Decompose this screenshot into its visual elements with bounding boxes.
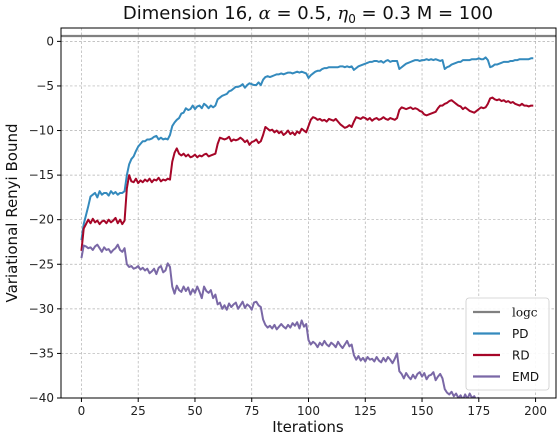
legend-box (465, 297, 550, 391)
x-tick-label: 25 (131, 404, 146, 418)
ticks: 0 25 50 75 100 125 150 175 200 0 −5 −10 −15 −20 −25 −30… (29, 34, 547, 418)
legend-label-pd: PD (512, 327, 528, 341)
legend-label-emd: EMD (512, 370, 539, 384)
y-tick-label: −5 (36, 79, 54, 93)
chart-title: Dimension 16, α = 0.5, η0 = 0.3 M = 100 (123, 3, 493, 26)
y-tick-label: −35 (29, 346, 54, 360)
series-line-emd (80, 243, 480, 398)
y-tick-label: −10 (29, 124, 54, 138)
series-line-rd (80, 96, 534, 251)
x-tick-label: 0 (78, 404, 86, 418)
title-eta-subscript: 0 (348, 12, 356, 26)
y-axis-label: Variational Renyi Bound (3, 124, 21, 303)
x-tick-label: 100 (297, 404, 320, 418)
title-prefix: Dimension 16, (123, 3, 259, 24)
x-tick-label: 200 (524, 404, 547, 418)
title-rest: = 0.3 M = 100 (356, 3, 493, 24)
x-tick-label: 75 (244, 404, 259, 418)
x-tick-label: 125 (354, 404, 377, 418)
y-tick-label: −20 (29, 213, 54, 227)
legend-label-logc: logc (512, 306, 538, 320)
y-tick-label: −15 (29, 168, 54, 182)
title-eta-symbol: η (337, 3, 348, 24)
x-tick-label: 50 (187, 404, 202, 418)
grid (61, 28, 556, 399)
title-alpha-value: = 0.5, (271, 3, 338, 24)
y-tick-label: −30 (29, 302, 54, 316)
x-axis-label: Iterations (272, 418, 344, 436)
title-alpha-symbol: α (259, 3, 271, 24)
x-tick-label: 175 (467, 404, 490, 418)
y-tick-label: −40 (29, 391, 54, 405)
series-layer (80, 56, 534, 398)
legend: logc PD RD EMD (465, 297, 550, 391)
x-tick-label: 150 (411, 404, 434, 418)
legend-label-rd: RD (512, 349, 530, 363)
y-tick-label: −25 (29, 257, 54, 271)
y-tick-label: 0 (46, 34, 54, 48)
series-line-pd (80, 56, 534, 241)
